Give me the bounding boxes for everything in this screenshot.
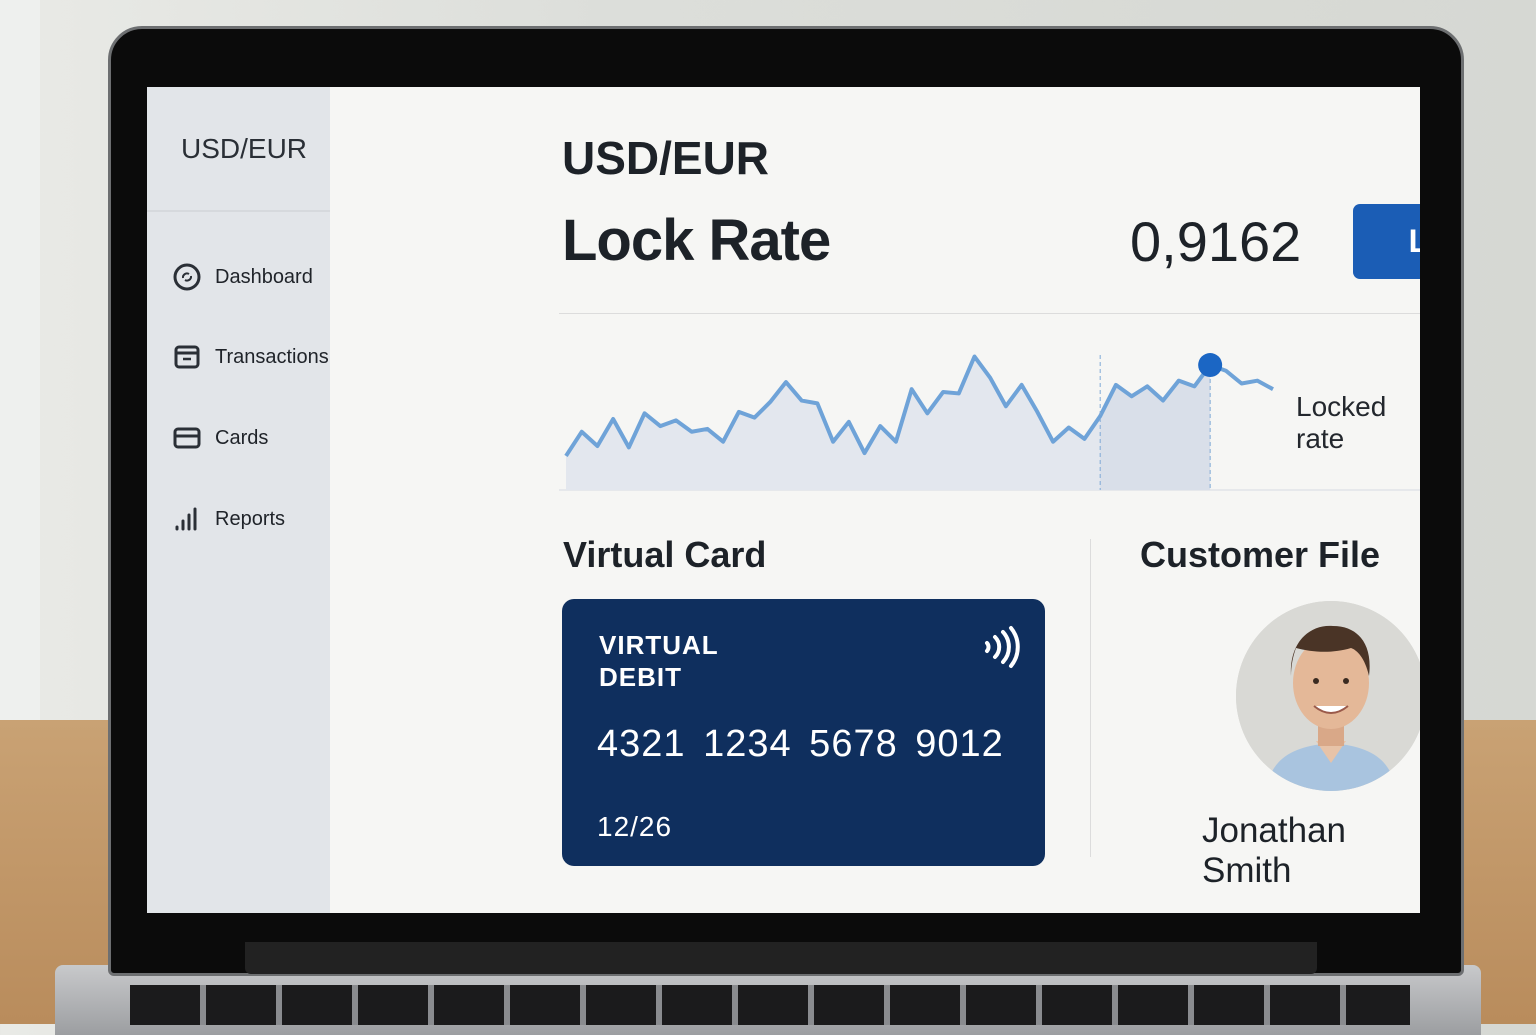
sidebar-title: USD/EUR <box>147 87 330 212</box>
keyboard <box>130 985 1410 1025</box>
sidebar: USD/EUR Dashboard Transactions Cards Rep… <box>147 87 330 913</box>
sidebar-item-dashboard[interactable]: Dashboard <box>173 263 313 291</box>
sidebar-item-label: Cards <box>215 426 269 449</box>
receipt-icon <box>174 345 200 369</box>
page-title: Lock Rate <box>562 208 831 273</box>
app-screen: USD/EUR Dashboard Transactions Cards Rep… <box>147 87 1420 913</box>
chart-area <box>566 356 1211 490</box>
card-expiry: 12/26 <box>597 811 673 842</box>
sidebar-item-label: Reports <box>215 507 286 530</box>
customer-avatar <box>1236 601 1420 791</box>
card-number: 4321 1234 5678 9012 <box>597 723 1004 765</box>
divider <box>559 313 1420 314</box>
card-type-line: VIRTUAL <box>599 630 719 660</box>
card-type: VIRTUAL DEBIT <box>599 629 719 693</box>
credit-card-icon <box>173 427 201 449</box>
laptop-hinge <box>245 942 1317 974</box>
currency-pair: USD/EUR <box>562 132 770 184</box>
refresh-circle-icon <box>173 263 201 291</box>
lock-window-area <box>1100 365 1211 490</box>
sidebar-item-cards[interactable]: Cards <box>173 424 268 452</box>
virtual-debit-card[interactable]: VIRTUAL DEBIT 4321 1234 5678 9012 12/26 <box>562 599 1045 866</box>
sidebar-item-label: Dashboard <box>215 265 313 288</box>
bar-chart-icon <box>175 507 197 531</box>
rate-chart <box>559 353 1420 491</box>
customer-file-title: Customer File <box>1140 534 1381 575</box>
customer-photo <box>1236 601 1420 791</box>
sidebar-item-reports[interactable]: Reports <box>173 505 285 533</box>
locked-rate-point <box>1198 353 1223 378</box>
main-content: USD/EUR Lock Rate 0,9162 Lock Locked rat… <box>330 87 1420 913</box>
card-type-line: DEBIT <box>599 662 682 692</box>
sidebar-item-label: Transactions <box>215 345 329 368</box>
divider <box>1090 539 1091 857</box>
customer-name: Jonathan Smith <box>1202 811 1347 890</box>
exchange-rate: 0,9162 <box>1130 210 1302 273</box>
wall <box>0 0 40 760</box>
sidebar-item-transactions[interactable]: Transactions <box>173 343 329 371</box>
virtual-card-title: Virtual Card <box>563 534 767 575</box>
rate-line <box>564 354 1274 458</box>
lock-button[interactable]: Lock <box>1353 204 1420 279</box>
contactless-icon <box>985 626 1020 668</box>
locked-rate-label: Locked rate <box>1296 391 1387 454</box>
